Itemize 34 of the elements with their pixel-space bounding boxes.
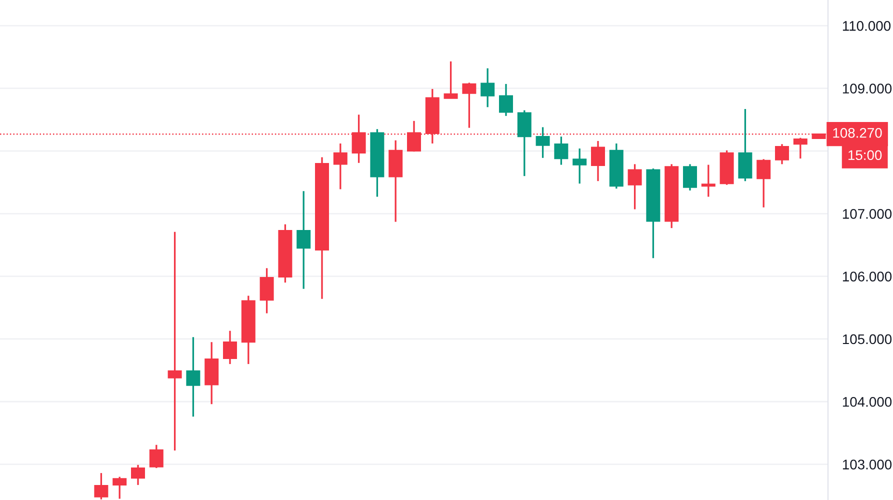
candlestick [591,140,605,182]
candlestick [554,136,568,166]
candlestick [260,267,274,314]
candlestick [186,336,200,418]
y-tick-label: 109.000 [842,84,892,94]
candlestick [536,126,550,159]
candlestick [775,143,789,165]
candlestick [683,163,697,192]
y-tick-label: 103.000 [842,460,892,470]
candlestick [168,230,182,452]
ref-line-label: 108.270 [833,128,882,138]
candlestick [333,142,348,190]
candlestick [131,464,145,486]
candlestick [112,476,127,500]
candlestick [444,60,458,100]
candlestick [480,67,495,108]
y-tick-label: 105.000 [842,334,892,344]
y-tick-label: 106.000 [842,272,892,282]
candlestick [149,444,164,469]
candlestick [223,330,237,365]
candlestick [94,472,108,500]
candlestick [517,109,532,177]
candlestick [572,148,587,184]
candlestick [628,163,642,210]
candlestick [756,158,771,208]
y-tick-label: 107.000 [842,208,892,219]
y-tick-label: 104.000 [842,396,892,407]
text: 15:00 [848,150,882,160]
candlestick [701,164,716,198]
y-tick-label: 110.000 [842,21,891,31]
candlestick [296,190,311,290]
candlestick [462,82,476,129]
candlestick [499,83,513,117]
candlestick [793,137,808,160]
